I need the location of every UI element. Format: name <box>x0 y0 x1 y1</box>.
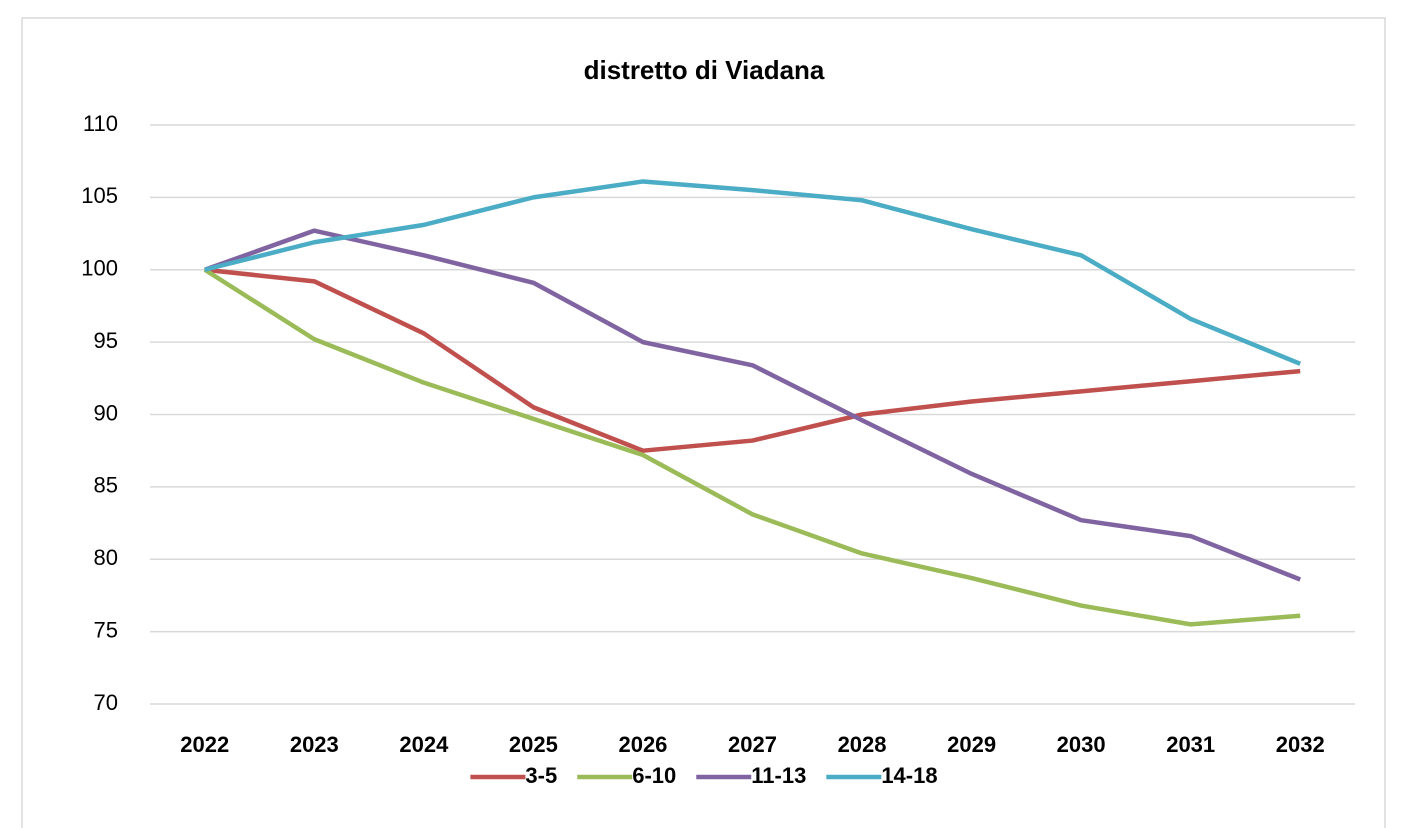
line-series <box>204 228 1302 582</box>
x-tick-label: 2026 <box>618 732 667 757</box>
y-tick-label: 105 <box>81 183 118 208</box>
x-tick-label: 2031 <box>1166 732 1215 757</box>
x-tick-label: 2027 <box>728 732 777 757</box>
x-tick-label: 2024 <box>399 732 449 757</box>
y-tick-label: 100 <box>81 256 118 281</box>
legend-label: 6-10 <box>632 763 676 788</box>
y-tick-label: 110 <box>83 111 118 136</box>
legend-label: 3-5 <box>525 763 557 788</box>
y-tick-label: 70 <box>94 690 118 715</box>
legend-label: 11-13 <box>751 763 806 788</box>
line-series <box>204 179 1302 366</box>
x-tick-label: 2032 <box>1276 732 1325 757</box>
line-series <box>203 267 1301 627</box>
line-series <box>204 267 1301 453</box>
x-tick-label: 2028 <box>838 732 887 757</box>
x-tick-label: 2022 <box>180 732 229 757</box>
x-tick-label: 2023 <box>290 732 339 757</box>
y-tick-label: 95 <box>94 328 118 353</box>
chart-frame <box>21 17 1386 828</box>
y-tick-label: 75 <box>94 617 118 642</box>
x-tick-label: 2029 <box>947 732 996 757</box>
y-tick-label: 90 <box>94 400 118 425</box>
y-tick-label: 85 <box>94 473 118 498</box>
legend-label: 14-18 <box>881 763 937 788</box>
y-tick-label: 80 <box>94 545 118 570</box>
x-tick-label: 2030 <box>1057 732 1106 757</box>
chart-title: distretto di Viadana <box>584 55 825 85</box>
x-tick-label: 2025 <box>509 732 558 757</box>
